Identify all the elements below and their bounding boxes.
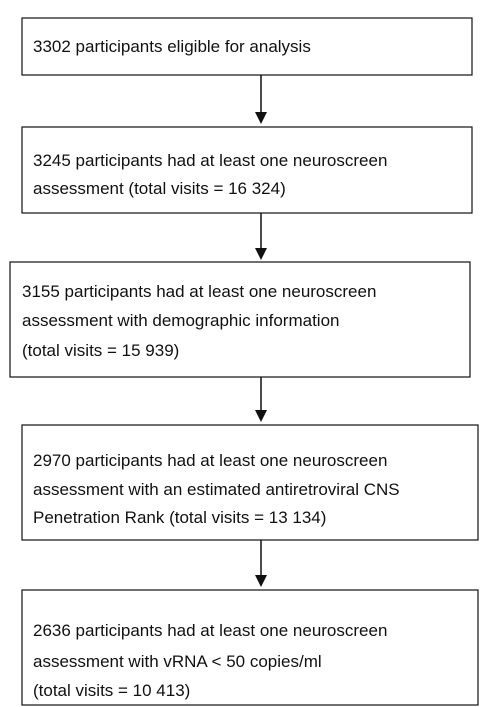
box [21,17,473,76]
node-text: 3245 participants had at least one neuro… [33,151,387,170]
node-text: (total visits = 10 413) [33,681,190,700]
box [21,589,479,706]
node-text: assessment with demographic information [22,311,339,330]
node-text: 2970 participants had at least one neuro… [33,451,387,470]
node-text: assessment with an estimated antiretrovi… [33,480,400,499]
node-text: 3155 participants had at least one neuro… [22,282,376,301]
node-text: 2636 participants had at least one neuro… [33,621,387,640]
arrow-head [255,410,267,422]
arrow-head [255,575,267,587]
node-text: 3302 participants eligible for analysis [33,37,311,56]
box [9,261,471,378]
node-text: assessment (total visits = 16 324) [33,179,286,198]
arrow-head [255,112,267,124]
node-text: (total visits = 15 939) [22,341,179,360]
node-text: assessment with vRNA < 50 copies/ml [33,652,322,671]
arrow-head [255,248,267,260]
box [21,424,479,541]
box [21,126,473,214]
node-text: Penetration Rank (total visits = 13 134) [33,508,326,527]
